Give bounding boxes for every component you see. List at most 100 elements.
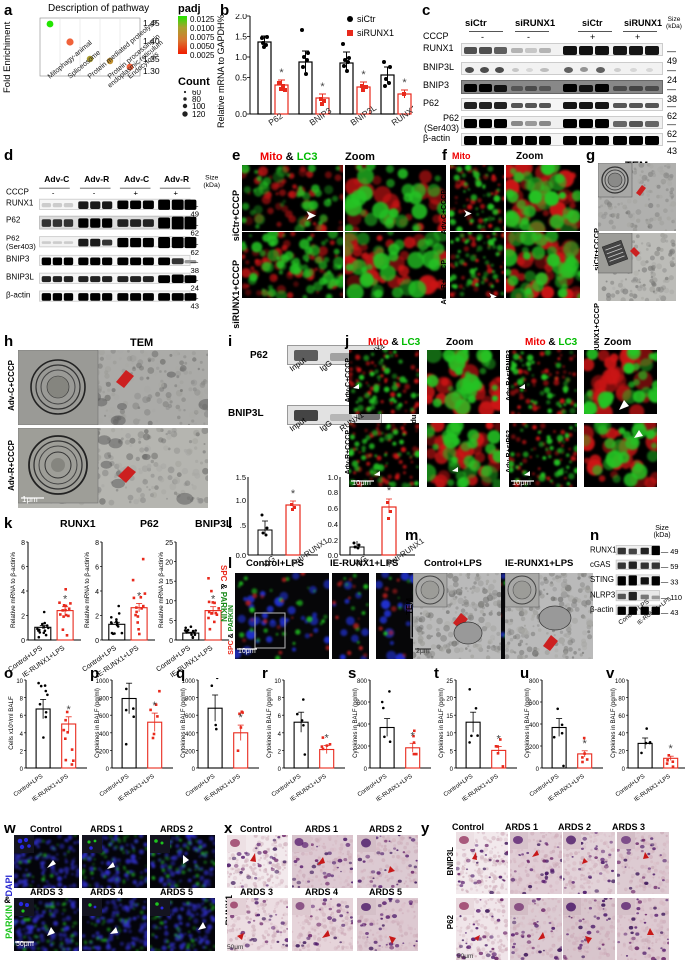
svg-text:*: * <box>137 590 142 602</box>
svg-text:0: 0 <box>536 767 540 773</box>
svg-text:TNF-α: TNF-α <box>473 678 501 679</box>
svg-text:IFN-β: IFN-β <box>216 678 240 679</box>
svg-text:10: 10 <box>446 732 453 738</box>
svg-text:IL-10: IL-10 <box>647 678 669 679</box>
svg-text:20: 20 <box>618 749 625 755</box>
svg-text:4: 4 <box>95 589 99 596</box>
svg-text:25: 25 <box>446 679 453 685</box>
svg-text:80: 80 <box>618 697 625 703</box>
svg-text:Relative mRNA to β-actin%: Relative mRNA to β-actin% <box>158 552 165 628</box>
svg-text:Relative mRNA to β-actin%: Relative mRNA to β-actin% <box>10 552 17 628</box>
svg-text:*: * <box>153 700 158 712</box>
svg-text:Cytokines in BALF (pg/ml): Cytokines in BALF (pg/ml) <box>439 688 445 758</box>
svg-text:siCtr: siCtr <box>357 14 376 24</box>
svg-text:5: 5 <box>169 618 173 625</box>
svg-text:20: 20 <box>446 697 453 703</box>
svg-text:8: 8 <box>21 540 25 547</box>
svg-text:25: 25 <box>165 540 173 547</box>
svg-text:0.5: 0.5 <box>235 73 247 83</box>
svg-text:BNIP3: BNIP3 <box>307 105 333 127</box>
svg-text:0.0075: 0.0075 <box>190 33 215 42</box>
svg-text:siRUNX1: siRUNX1 <box>357 28 394 38</box>
svg-text:Cells x10⁵/ml BALF: Cells x10⁵/ml BALF <box>8 696 15 750</box>
svg-text:0.0025: 0.0025 <box>190 51 215 60</box>
svg-text:0: 0 <box>278 767 282 773</box>
svg-text:Cytokines in BALF (pg/ml): Cytokines in BALF (pg/ml) <box>181 688 187 758</box>
svg-text:40: 40 <box>618 732 625 738</box>
svg-text:100: 100 <box>615 679 626 685</box>
svg-text:*: * <box>320 81 325 93</box>
svg-text:Cytokines in BALF (pg/ml): Cytokines in BALF (pg/ml) <box>353 688 359 758</box>
svg-text:IL-18: IL-18 <box>303 678 325 679</box>
svg-text:*: * <box>669 743 674 755</box>
svg-text:6: 6 <box>95 565 99 572</box>
svg-text:10: 10 <box>16 679 23 685</box>
svg-text:0: 0 <box>169 638 173 645</box>
svg-text:4: 4 <box>278 732 282 738</box>
svg-text:120: 120 <box>192 110 206 119</box>
svg-text:6: 6 <box>20 714 24 720</box>
svg-text:0: 0 <box>21 638 25 645</box>
svg-text:2: 2 <box>21 614 25 621</box>
svg-text:1.0: 1.0 <box>235 52 247 62</box>
svg-text:Cytokines in BALF (pg/ml): Cytokines in BALF (pg/ml) <box>611 688 617 758</box>
svg-text:1000: 1000 <box>182 679 196 685</box>
svg-text:0: 0 <box>364 767 368 773</box>
svg-text:0: 0 <box>450 767 454 773</box>
svg-text:*: * <box>411 730 416 742</box>
svg-text:2: 2 <box>20 749 24 755</box>
svg-text:800: 800 <box>529 679 540 685</box>
svg-text:endoplasmic reticulum: endoplasmic reticulum <box>107 39 165 89</box>
svg-text:0.0125: 0.0125 <box>190 16 215 24</box>
svg-text:0: 0 <box>192 767 196 773</box>
svg-text:IL-1β: IL-1β <box>389 678 412 679</box>
svg-text:10: 10 <box>274 679 281 685</box>
svg-text:IE-RUNX1+LPS: IE-RUNX1+LPS <box>95 645 140 680</box>
svg-text:RUNX1: RUNX1 <box>389 103 413 128</box>
svg-text:Cytokines in BALF (pg/ml): Cytokines in BALF (pg/ml) <box>95 688 101 758</box>
svg-text:0.0: 0.0 <box>235 109 247 119</box>
svg-text:0: 0 <box>106 767 110 773</box>
svg-text:*: * <box>67 704 72 716</box>
svg-text:2: 2 <box>95 614 99 621</box>
svg-text:IFN-α: IFN-α <box>130 678 154 679</box>
svg-text:P62: P62 <box>266 111 284 128</box>
svg-text:*: * <box>239 712 244 724</box>
svg-text:2: 2 <box>278 749 282 755</box>
svg-text:*: * <box>211 594 216 606</box>
svg-text:Cytokines in BALF (pg/ml): Cytokines in BALF (pg/ml) <box>525 688 531 758</box>
svg-text:8: 8 <box>278 697 282 703</box>
svg-text:2.0: 2.0 <box>235 14 247 21</box>
svg-text:20: 20 <box>165 560 173 567</box>
svg-text:15: 15 <box>446 714 453 720</box>
svg-text:Relative mRNA to β-actin%: Relative mRNA to β-actin% <box>84 552 91 628</box>
svg-text:6: 6 <box>21 565 25 572</box>
svg-text:IL-6: IL-6 <box>564 678 581 679</box>
svg-text:5: 5 <box>450 749 454 755</box>
svg-text:0.0100: 0.0100 <box>190 24 215 33</box>
svg-text:1000: 1000 <box>96 679 110 685</box>
svg-text:0: 0 <box>95 638 99 645</box>
svg-text:*: * <box>583 738 588 750</box>
svg-text:*: * <box>497 734 502 746</box>
svg-text:*: * <box>63 594 68 606</box>
svg-text:*: * <box>325 733 330 745</box>
svg-text:10: 10 <box>165 599 173 606</box>
svg-text:50μm: 50μm <box>227 944 243 951</box>
svg-text:IE-RUNX1+LPS: IE-RUNX1+LPS <box>21 645 66 680</box>
svg-text:*: * <box>279 67 284 79</box>
svg-text:8: 8 <box>20 697 24 703</box>
svg-text:800: 800 <box>357 679 368 685</box>
svg-text:4: 4 <box>20 732 24 738</box>
svg-text:0.0050: 0.0050 <box>190 42 215 51</box>
svg-text:6: 6 <box>278 714 282 720</box>
svg-text:8: 8 <box>95 540 99 547</box>
svg-text:1.5: 1.5 <box>235 32 247 42</box>
svg-text:15: 15 <box>165 579 173 586</box>
svg-text:Cytokines in BALF (pg/ml): Cytokines in BALF (pg/ml) <box>267 688 273 758</box>
svg-text:60: 60 <box>618 714 625 720</box>
svg-text:4: 4 <box>21 589 25 596</box>
svg-text:*: * <box>402 77 407 89</box>
svg-text:0: 0 <box>622 767 626 773</box>
svg-text:0: 0 <box>20 767 24 773</box>
